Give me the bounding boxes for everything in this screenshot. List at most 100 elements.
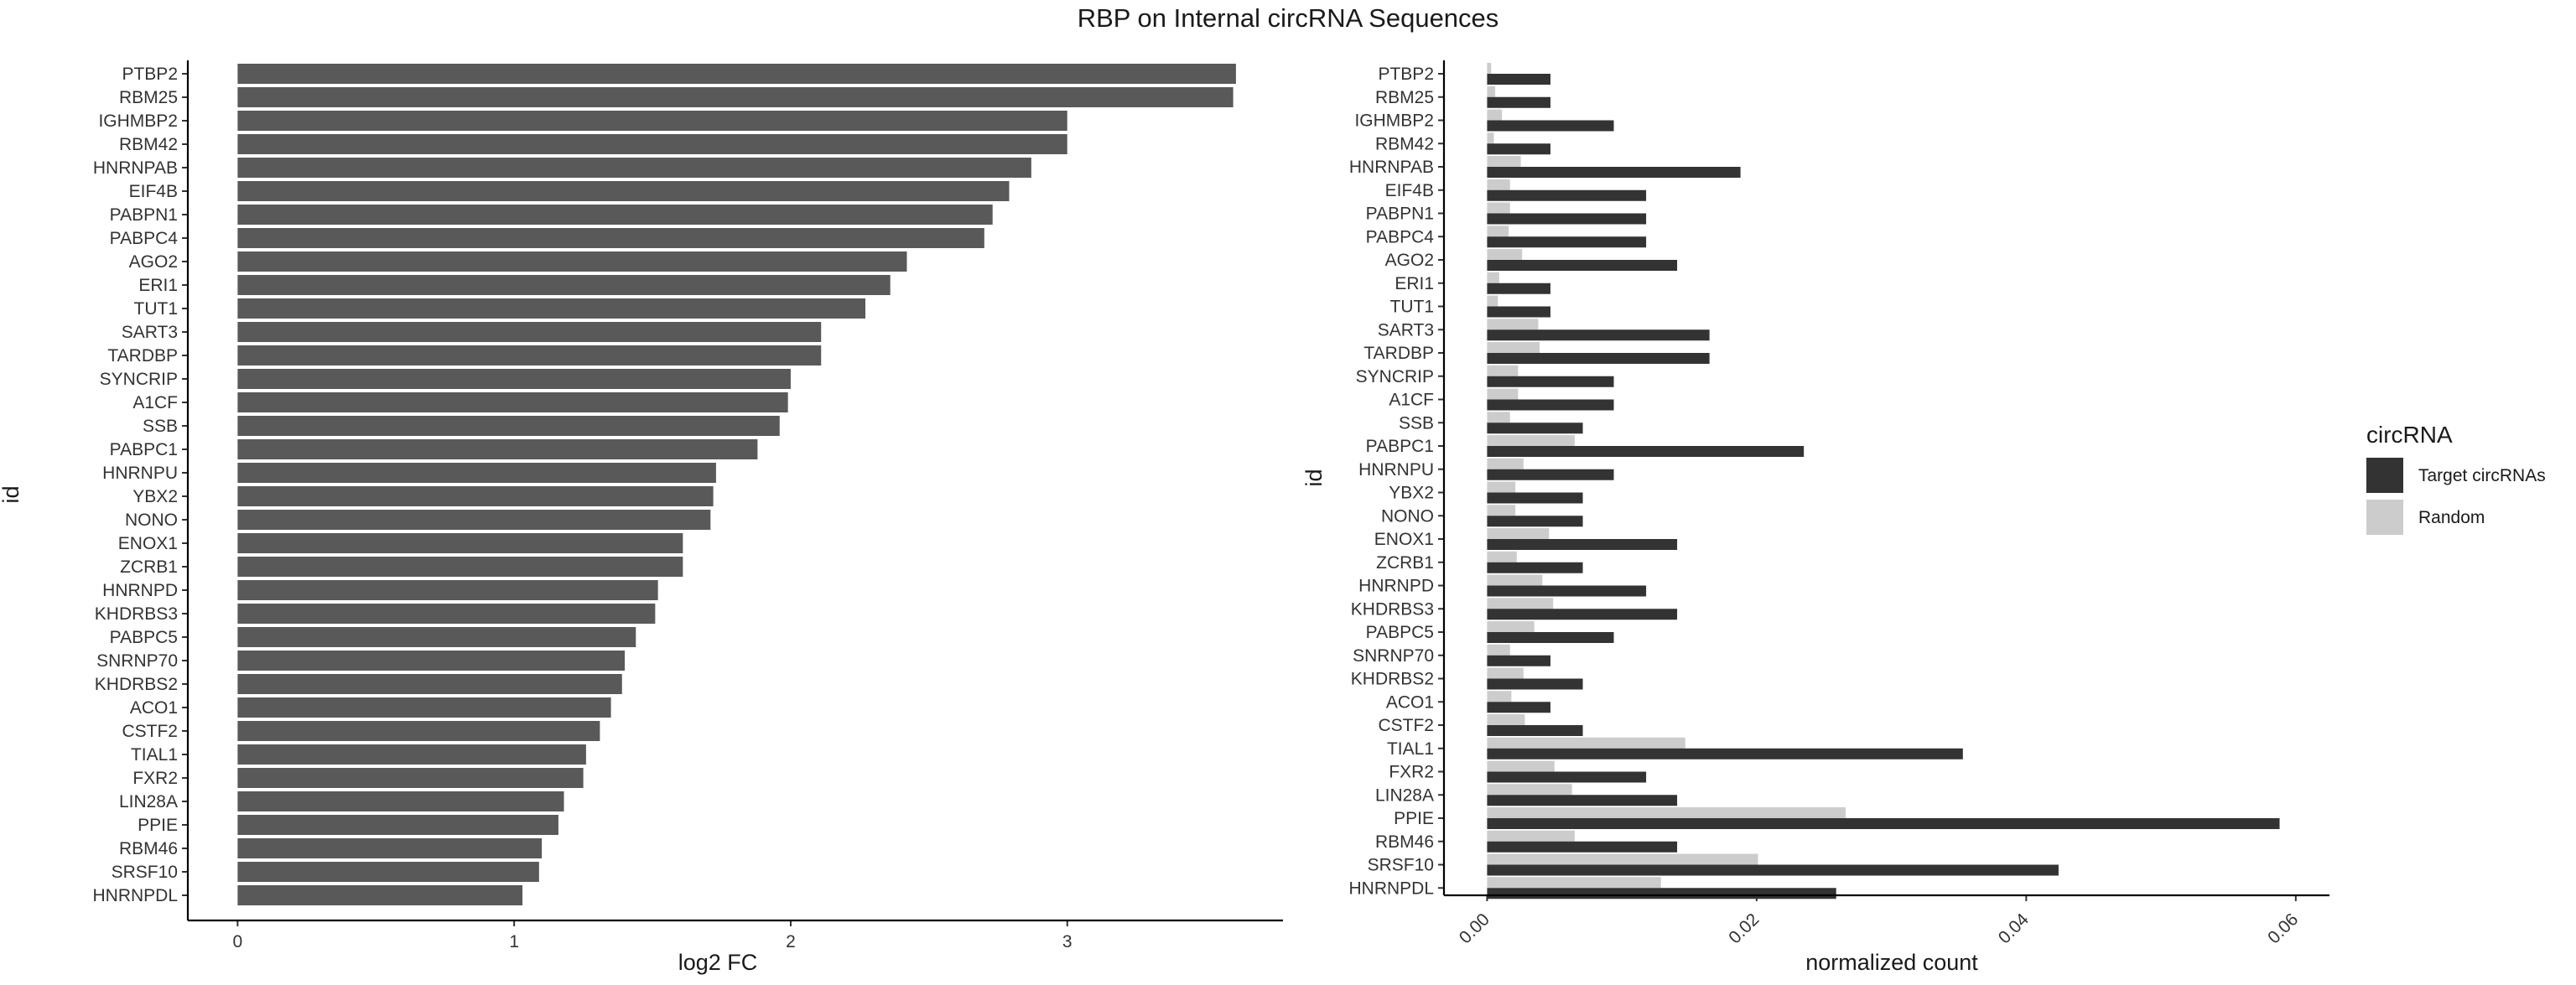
y-tick-label: AGO2 [1385, 251, 1434, 270]
y-tick-label: HNRNPU [102, 464, 178, 483]
bar-pabpc5 [237, 627, 636, 647]
y-tick-label: NONO [125, 511, 178, 530]
bar-khdrbs2 [237, 674, 622, 694]
y-tick-label: TIAL1 [131, 745, 178, 765]
bar-target-ppie [1487, 818, 2280, 829]
y-tick-label: FXR2 [1389, 763, 1434, 782]
bar-random-ppie [1487, 807, 1846, 818]
bar-random-pabpn1 [1487, 202, 1510, 214]
y-tick-label: HNRNPD [102, 581, 178, 600]
bar-khdrbs3 [237, 604, 656, 624]
y-tick-label: SNRNP70 [1353, 646, 1434, 666]
y-tick-label: RBM46 [119, 839, 178, 858]
bar-ppie [237, 815, 558, 835]
y-tick-label: TUT1 [134, 299, 179, 319]
y-tick-label: ZCRB1 [120, 557, 178, 577]
legend-label-target: Target circRNAs [2418, 466, 2546, 485]
bar-target-ago2 [1487, 260, 1678, 271]
x-tick-label: 1 [509, 932, 519, 951]
x-tick-label: 0.00 [1456, 910, 1493, 947]
bar-random-khdrbs2 [1487, 667, 1524, 679]
bar-random-pabpc4 [1487, 226, 1509, 237]
bar-fxr2 [237, 768, 584, 788]
bar-target-rbm25 [1487, 96, 1550, 108]
bar-random-zcrb1 [1487, 551, 1517, 562]
bar-random-rbm42 [1487, 132, 1494, 144]
bar-random-lin28a [1487, 784, 1572, 796]
left-y-axis-title: id [0, 485, 23, 503]
y-tick-label: TUT1 [1390, 298, 1435, 317]
bar-random-hnrnpu [1487, 458, 1524, 469]
bar-target-hnrnpd [1487, 585, 1647, 597]
bar-random-tardbp [1487, 342, 1540, 353]
bar-lin28a [237, 791, 564, 811]
bar-random-khdrbs3 [1487, 598, 1554, 609]
bar-target-ptbp2 [1487, 74, 1550, 85]
bar-target-cstf2 [1487, 725, 1583, 736]
bar-target-pabpc1 [1487, 446, 1805, 457]
legend-swatch-random [2366, 500, 2403, 535]
bar-tardbp [237, 345, 822, 365]
bar-target-syncrip [1487, 376, 1614, 387]
bar-target-ybx2 [1487, 492, 1583, 504]
bar-random-ybx2 [1487, 481, 1516, 493]
y-tick-label: HNRNPAB [93, 158, 178, 178]
y-tick-label: KHDRBS2 [1351, 670, 1434, 689]
bar-target-fxr2 [1487, 771, 1647, 783]
y-tick-label: SSB [1399, 413, 1434, 433]
bar-random-eri1 [1487, 272, 1499, 283]
y-tick-label: SNRNP70 [96, 651, 178, 671]
y-tick-label: ENOX1 [1374, 530, 1434, 549]
y-tick-label: ERI1 [1394, 274, 1434, 293]
bar-target-srsf10 [1487, 864, 2059, 876]
y-tick-label: TARDBP [107, 346, 178, 365]
bar-target-nono [1487, 516, 1583, 527]
y-tick-label: RBM42 [1375, 134, 1434, 153]
legend-title: circRNA [2366, 422, 2453, 448]
bar-random-aco1 [1487, 691, 1512, 702]
bar-ptbp2 [237, 64, 1236, 84]
y-tick-label: AGO2 [129, 252, 178, 272]
bar-rbm25 [237, 87, 1233, 107]
y-tick-label: SYNCRIP [1356, 367, 1434, 386]
y-tick-label: RBM42 [119, 135, 178, 154]
bar-sart3 [237, 322, 822, 342]
bar-a1cf [237, 392, 788, 412]
y-tick-label: ACO1 [1386, 692, 1434, 712]
y-tick-label: HNRNPDL [1348, 879, 1434, 898]
bar-ighmbp2 [237, 111, 1067, 131]
bar-snrnp70 [237, 651, 626, 671]
y-tick-label: TARDBP [1363, 344, 1434, 363]
bar-hnrnpd [237, 580, 658, 600]
bar-hnrnpdl [237, 885, 523, 905]
bar-random-a1cf [1487, 388, 1519, 400]
bar-pabpc1 [237, 439, 758, 459]
bar-random-eif4b [1487, 179, 1510, 190]
bar-target-pabpc4 [1487, 236, 1647, 248]
bar-target-snrnp70 [1487, 655, 1550, 666]
legend-swatch-target [2366, 458, 2403, 493]
x-tick-label: 0.06 [2264, 910, 2302, 947]
y-tick-label: HNRNPDL [92, 886, 178, 905]
bar-rbm46 [237, 838, 543, 858]
y-tick-label: TIAL1 [1387, 739, 1434, 759]
bar-target-hnrnpdl [1487, 888, 1836, 899]
y-tick-label: ERI1 [138, 276, 178, 295]
y-tick-label: PABPC5 [1366, 623, 1434, 642]
chart-title: RBP on Internal circRNA Sequences [1078, 3, 1499, 33]
bar-rbm42 [237, 134, 1067, 154]
y-tick-label: SRSF10 [1368, 856, 1434, 875]
bar-cstf2 [237, 721, 600, 741]
bar-target-tardbp [1487, 353, 1710, 364]
bar-ybx2 [237, 486, 714, 506]
bar-random-snrnp70 [1487, 644, 1510, 656]
bar-target-ssb [1487, 423, 1583, 434]
x-tick-label: 0.02 [1725, 910, 1763, 947]
y-tick-label: IGHMBP2 [1354, 111, 1434, 131]
bar-enox1 [237, 533, 683, 553]
y-tick-label: KHDRBS3 [95, 604, 178, 624]
bar-tut1 [237, 298, 866, 319]
bar-pabpn1 [237, 205, 993, 225]
legend-label-random: Random [2418, 508, 2485, 527]
